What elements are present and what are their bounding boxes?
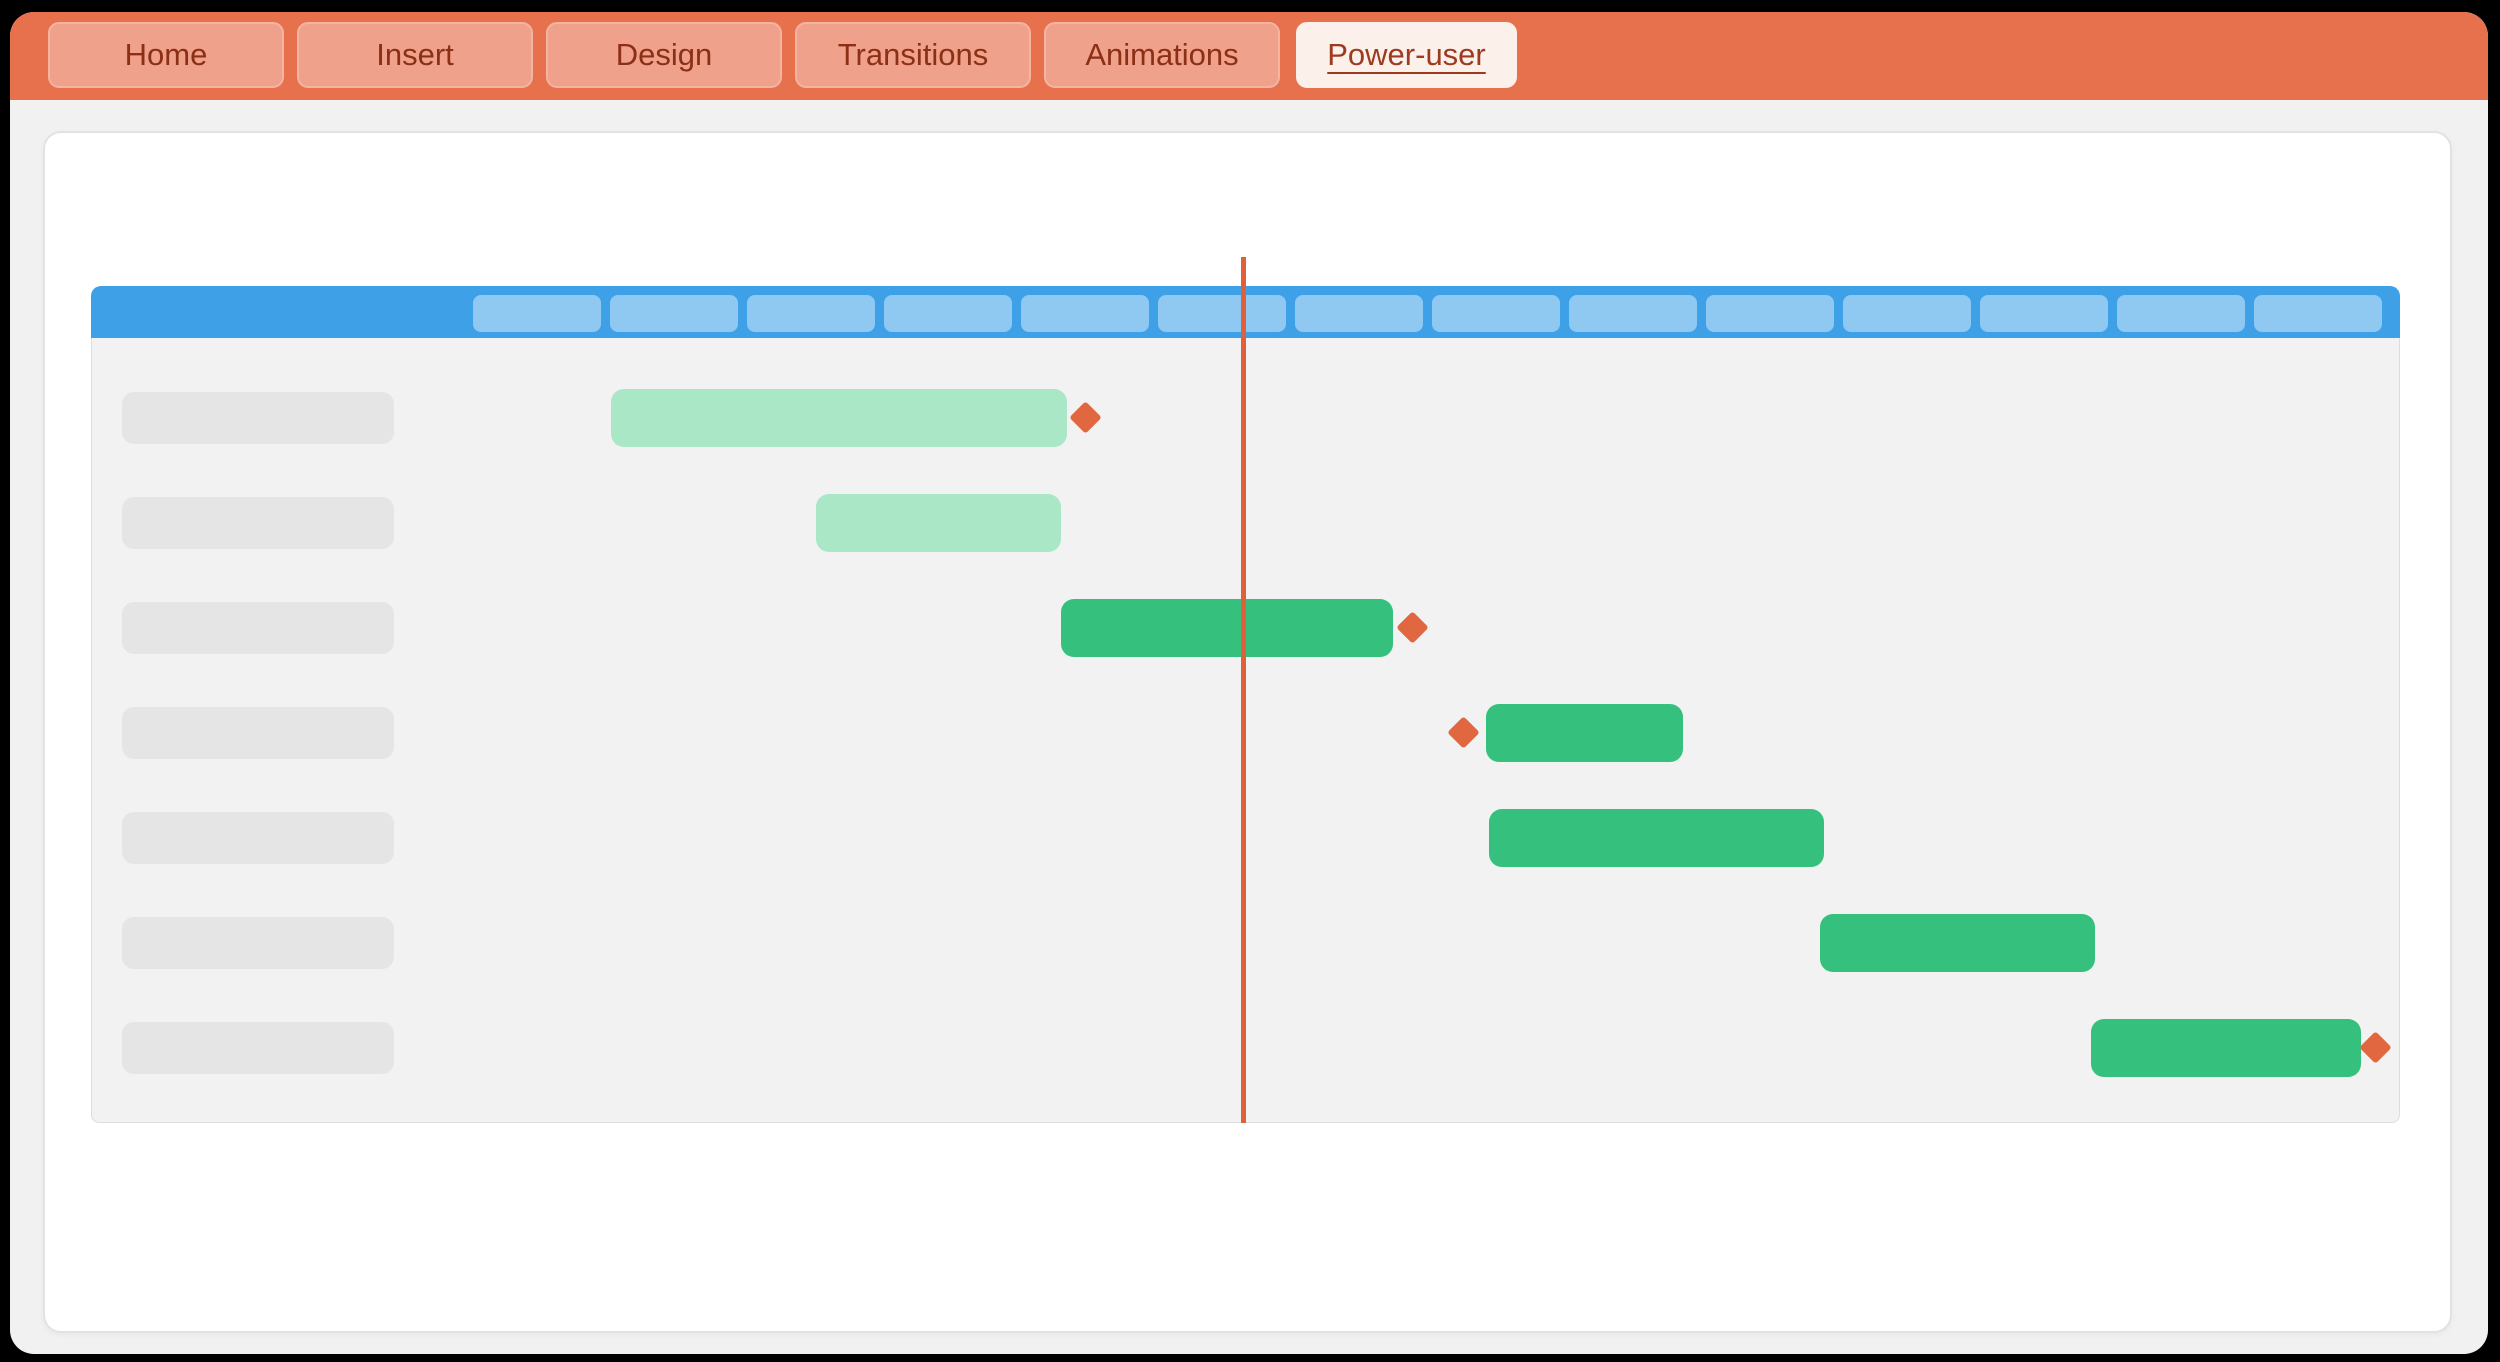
timeline-cell xyxy=(747,295,875,332)
task-row-5-label-placeholder[interactable] xyxy=(122,812,394,864)
timeline-cell xyxy=(2117,295,2245,332)
tab-insert[interactable]: Insert xyxy=(297,22,533,88)
task-row-2-label-placeholder[interactable] xyxy=(122,497,394,549)
tab-home[interactable]: Home xyxy=(48,22,284,88)
task-row-7-bar[interactable] xyxy=(2091,1019,2361,1077)
timeline-cell xyxy=(1843,295,1971,332)
timeline-cell xyxy=(1295,295,1423,332)
task-row-2-bar[interactable] xyxy=(816,494,1061,552)
timeline-cell xyxy=(1569,295,1697,332)
timeline-cell xyxy=(1706,295,1834,332)
tab-label: Transitions xyxy=(837,37,989,72)
timeline-cell xyxy=(610,295,738,332)
task-row-3-bar[interactable] xyxy=(1061,599,1393,657)
ribbon-tab-bar: Home Insert Design Transitions Animations Pow… xyxy=(10,12,2488,100)
timeline-cell xyxy=(1158,295,1286,332)
tab-design[interactable]: Design xyxy=(546,22,782,88)
timeline-cell xyxy=(1432,295,1560,332)
task-row-4-bar[interactable] xyxy=(1486,704,1683,762)
task-row-7-label-placeholder[interactable] xyxy=(122,1022,394,1074)
timeline-cell xyxy=(473,295,601,332)
tab-power-user[interactable]: Power-user xyxy=(1296,22,1517,88)
task-row-6-label-placeholder[interactable] xyxy=(122,917,394,969)
slide-canvas[interactable] xyxy=(43,131,2452,1333)
app-window: Home Insert Design Transitions Animations Pow… xyxy=(10,12,2488,1354)
today-marker-line[interactable] xyxy=(1241,257,1246,1123)
task-row-7-milestone-diamond[interactable] xyxy=(2359,1031,2392,1064)
timeline-cell xyxy=(884,295,1012,332)
task-row-1-bar[interactable] xyxy=(611,389,1067,447)
tab-transitions[interactable]: Transitions xyxy=(795,22,1031,88)
tab-animations[interactable]: Animations xyxy=(1044,22,1280,88)
tab-label: Design xyxy=(615,37,713,72)
task-row-4-milestone-diamond[interactable] xyxy=(1447,716,1480,749)
tab-label: Power-user xyxy=(1327,37,1486,72)
tab-label: Animations xyxy=(1085,37,1239,72)
tab-label: Insert xyxy=(376,37,454,72)
gantt-chart xyxy=(91,257,2400,1123)
tab-label: Home xyxy=(124,37,208,72)
task-row-4-label-placeholder[interactable] xyxy=(122,707,394,759)
task-row-5-bar[interactable] xyxy=(1489,809,1824,867)
task-row-6-bar[interactable] xyxy=(1820,914,2095,972)
task-row-3-label-placeholder[interactable] xyxy=(122,602,394,654)
task-row-1-label-placeholder[interactable] xyxy=(122,392,394,444)
task-row-1-milestone-diamond[interactable] xyxy=(1069,401,1102,434)
timeline-cell xyxy=(1021,295,1149,332)
task-row-3-milestone-diamond[interactable] xyxy=(1396,611,1429,644)
timeline-cell xyxy=(2254,295,2382,332)
timeline-cell xyxy=(1980,295,2108,332)
